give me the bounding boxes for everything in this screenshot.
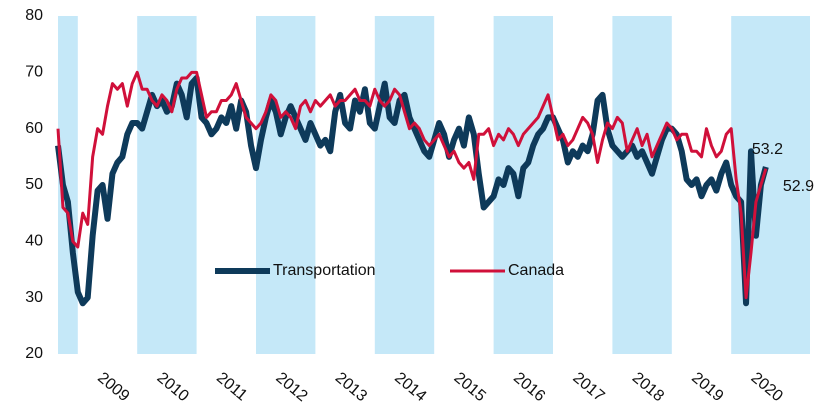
year-band bbox=[374, 16, 435, 354]
x-tick-label: 2014 bbox=[391, 369, 429, 405]
x-tick-label: 2013 bbox=[332, 369, 370, 405]
series-line bbox=[56, 70, 768, 300]
series-line bbox=[55, 74, 769, 307]
y-tick-label: 30 bbox=[25, 289, 43, 306]
x-tick-label: 2019 bbox=[688, 369, 726, 405]
y-tick-label: 50 bbox=[25, 176, 43, 193]
y-tick-label: 40 bbox=[25, 233, 43, 250]
legend-label: Canada bbox=[508, 262, 564, 279]
year-band bbox=[612, 16, 672, 354]
year-band bbox=[137, 16, 197, 354]
x-tick-label: 2018 bbox=[629, 369, 667, 405]
year-band bbox=[256, 16, 316, 354]
data-label: 53.2 bbox=[752, 141, 783, 158]
y-tick-label: 70 bbox=[25, 64, 43, 81]
x-tick-label: 2017 bbox=[569, 369, 607, 405]
legend-label: Transportation bbox=[273, 262, 376, 279]
x-tick-label: 2010 bbox=[154, 369, 192, 405]
y-tick-label: 60 bbox=[25, 120, 43, 137]
x-tick-label: 2016 bbox=[510, 369, 548, 405]
data-label: 52.9 bbox=[783, 178, 814, 195]
y-tick-label: 80 bbox=[25, 7, 43, 24]
x-tick-label: 2009 bbox=[94, 369, 132, 405]
x-tick-label: 2011 bbox=[213, 369, 250, 404]
x-tick-label: 2020 bbox=[748, 369, 786, 405]
y-tick-label: 20 bbox=[25, 345, 43, 362]
x-tick-label: 2012 bbox=[272, 369, 310, 405]
x-tick-label: 2015 bbox=[451, 369, 489, 405]
